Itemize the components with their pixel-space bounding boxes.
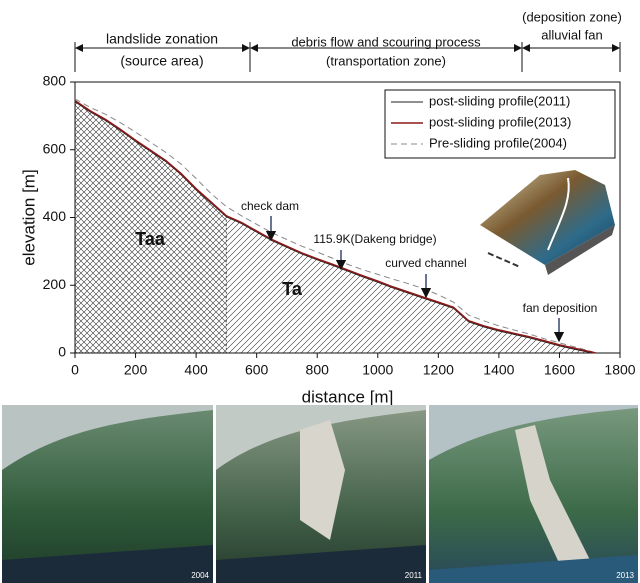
zone-title: landslide zonation	[106, 31, 218, 47]
x-tick-label: 800	[306, 362, 330, 378]
x-axis-label: distance [m]	[302, 387, 394, 406]
y-axis-label: elevation [m]	[19, 169, 38, 265]
annotation: fan deposition	[523, 301, 598, 315]
y-tick-label: 0	[58, 344, 66, 360]
y-tick-label: 200	[43, 276, 67, 292]
legend-label: post-sliding profile(2011)	[429, 93, 570, 108]
zone-subtitle: (transportation zone)	[326, 53, 446, 68]
y-tick-label: 600	[43, 140, 67, 156]
x-tick-label: 600	[245, 362, 269, 378]
page: {"chart_data": {"type": "line", "xlabel"…	[0, 0, 640, 583]
zone-title: (deposition zone)	[522, 9, 622, 24]
annotation: curved channel	[385, 256, 466, 270]
hatch-region	[75, 101, 226, 353]
x-tick-label: 1800	[604, 362, 635, 378]
y-tick-label: 800	[43, 73, 67, 89]
y-tick-label: 400	[43, 208, 67, 224]
x-tick-label: 1400	[483, 362, 514, 378]
body: 0 200 400 600 800 1000 1200 1400 1600 1800 0 200 400…	[0, 0, 640, 583]
photo-year: 2011	[405, 571, 423, 580]
zone-subtitle: alluvial fan	[541, 27, 602, 42]
photos	[2, 405, 638, 583]
x-tick-label: 200	[124, 362, 148, 378]
annotation: 115.9K(Dakeng bridge)	[313, 232, 436, 246]
terrain-inset	[480, 170, 615, 275]
legend-label: post-sliding profile(2013)	[429, 114, 571, 129]
photo-year: 2004	[191, 571, 209, 580]
region-label: Ta	[282, 279, 303, 299]
figure: 0 200 400 600 800 1000 1200 1400 1600 1800 0 200 400…	[0, 0, 640, 583]
x-tick-label: 400	[184, 362, 208, 378]
zone-title: debris flow and scouring process	[291, 34, 481, 49]
annotation: check dam	[241, 199, 299, 213]
region-label: Taa	[135, 229, 166, 249]
zone-subtitle: (source area)	[120, 53, 203, 69]
x-tick-label: 1000	[362, 362, 393, 378]
x-tick-label: 0	[71, 362, 79, 378]
x-tick-label: 1600	[544, 362, 575, 378]
x-tick-label: 1200	[423, 362, 454, 378]
photo-year: 2013	[616, 571, 634, 580]
legend-label: Pre-sliding profile(2004)	[429, 135, 567, 150]
